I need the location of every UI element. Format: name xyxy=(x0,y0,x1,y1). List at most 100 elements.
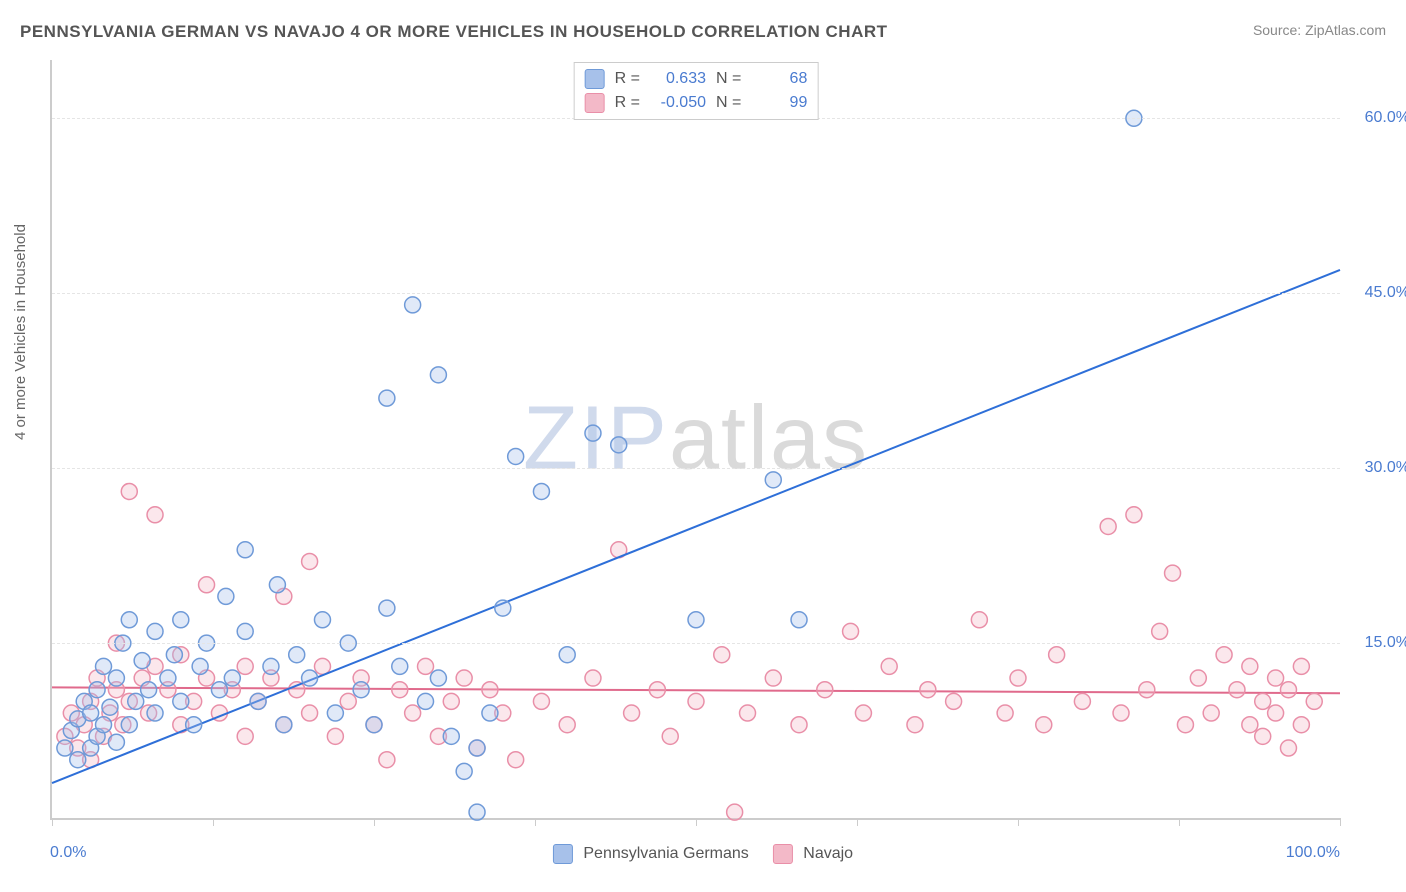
scatter-point xyxy=(430,670,446,686)
scatter-point xyxy=(688,612,704,628)
scatter-point xyxy=(302,553,318,569)
scatter-point xyxy=(147,507,163,523)
scatter-point xyxy=(379,752,395,768)
scatter-point xyxy=(1049,647,1065,663)
stats-swatch-1 xyxy=(585,69,605,89)
scatter-point xyxy=(971,612,987,628)
scatter-point xyxy=(624,705,640,721)
stats-row-series-2: R = -0.050 N = 99 xyxy=(585,91,808,115)
scatter-point xyxy=(508,448,524,464)
scatter-point xyxy=(186,717,202,733)
scatter-point xyxy=(340,693,356,709)
y-tick-label: 60.0% xyxy=(1365,109,1406,127)
scatter-point xyxy=(585,425,601,441)
scatter-point xyxy=(121,717,137,733)
stats-n-label: N = xyxy=(716,91,741,115)
legend-label-1: Pennsylvania Germans xyxy=(583,845,748,862)
scatter-point xyxy=(379,390,395,406)
scatter-point xyxy=(791,612,807,628)
scatter-point xyxy=(302,670,318,686)
x-tick xyxy=(1179,818,1180,826)
scatter-point xyxy=(946,693,962,709)
stats-r-label: R = xyxy=(615,91,640,115)
scatter-point xyxy=(1255,728,1271,744)
scatter-point xyxy=(1242,658,1258,674)
correlation-stats-box: R = 0.633 N = 68 R = -0.050 N = 99 xyxy=(574,62,819,120)
scatter-point xyxy=(688,693,704,709)
scatter-point xyxy=(121,612,137,628)
scatter-point xyxy=(366,717,382,733)
scatter-point xyxy=(559,717,575,733)
scatter-point xyxy=(353,682,369,698)
x-axis-min-label: 0.0% xyxy=(50,844,86,862)
x-tick xyxy=(1018,818,1019,826)
scatter-point xyxy=(237,542,253,558)
scatter-point xyxy=(1216,647,1232,663)
scatter-point xyxy=(430,367,446,383)
scatter-point xyxy=(218,588,234,604)
source-value: ZipAtlas.com xyxy=(1305,22,1386,38)
scatter-point xyxy=(192,658,208,674)
scatter-point xyxy=(1203,705,1219,721)
scatter-point xyxy=(1280,682,1296,698)
scatter-point xyxy=(108,670,124,686)
x-tick xyxy=(374,818,375,826)
legend-item-1: Pennsylvania Germans xyxy=(553,844,749,864)
scatter-point xyxy=(96,717,112,733)
scatter-point xyxy=(1113,705,1129,721)
scatter-point xyxy=(1152,623,1168,639)
scatter-point xyxy=(89,682,105,698)
source-label: Source: xyxy=(1253,22,1305,38)
scatter-point xyxy=(1177,717,1193,733)
legend: Pennsylvania Germans Navajo xyxy=(553,844,853,864)
legend-label-2: Navajo xyxy=(803,845,853,862)
scatter-point xyxy=(533,483,549,499)
scatter-point xyxy=(1293,717,1309,733)
scatter-point xyxy=(166,647,182,663)
scatter-point xyxy=(1268,670,1284,686)
scatter-point xyxy=(173,693,189,709)
scatter-point xyxy=(276,717,292,733)
scatter-point xyxy=(714,647,730,663)
scatter-point xyxy=(160,670,176,686)
chart-title: PENNSYLVANIA GERMAN VS NAVAJO 4 OR MORE … xyxy=(20,22,888,42)
y-axis-title: 4 or more Vehicles in Household xyxy=(12,224,29,440)
scatter-point xyxy=(173,612,189,628)
scatter-point xyxy=(102,699,118,715)
scatter-point xyxy=(1139,682,1155,698)
stats-n-label: N = xyxy=(716,67,741,91)
scatter-point xyxy=(508,752,524,768)
scatter-point xyxy=(211,682,227,698)
scatter-point xyxy=(585,670,601,686)
x-tick xyxy=(857,818,858,826)
stats-r-label: R = xyxy=(615,67,640,91)
scatter-point xyxy=(57,740,73,756)
scatter-point xyxy=(405,297,421,313)
scatter-point xyxy=(907,717,923,733)
gridline-h xyxy=(52,293,1340,294)
scatter-point xyxy=(1010,670,1026,686)
scatter-point xyxy=(843,623,859,639)
scatter-point xyxy=(1242,717,1258,733)
scatter-point xyxy=(456,670,472,686)
scatter-point xyxy=(108,734,124,750)
scatter-point xyxy=(611,437,627,453)
scatter-point xyxy=(128,693,144,709)
scatter-point xyxy=(405,705,421,721)
legend-item-2: Navajo xyxy=(773,844,853,864)
scatter-point xyxy=(482,682,498,698)
scatter-point xyxy=(443,693,459,709)
scatter-point xyxy=(134,653,150,669)
scatter-point xyxy=(817,682,833,698)
stats-n-value-1: 68 xyxy=(751,67,807,91)
x-tick xyxy=(1340,818,1341,826)
scatter-point xyxy=(469,804,485,820)
scatter-point xyxy=(302,705,318,721)
scatter-point xyxy=(727,804,743,820)
scatter-point xyxy=(881,658,897,674)
scatter-point xyxy=(1036,717,1052,733)
scatter-point xyxy=(237,623,253,639)
scatter-point xyxy=(392,658,408,674)
scatter-point xyxy=(482,705,498,721)
stats-swatch-2 xyxy=(585,93,605,113)
